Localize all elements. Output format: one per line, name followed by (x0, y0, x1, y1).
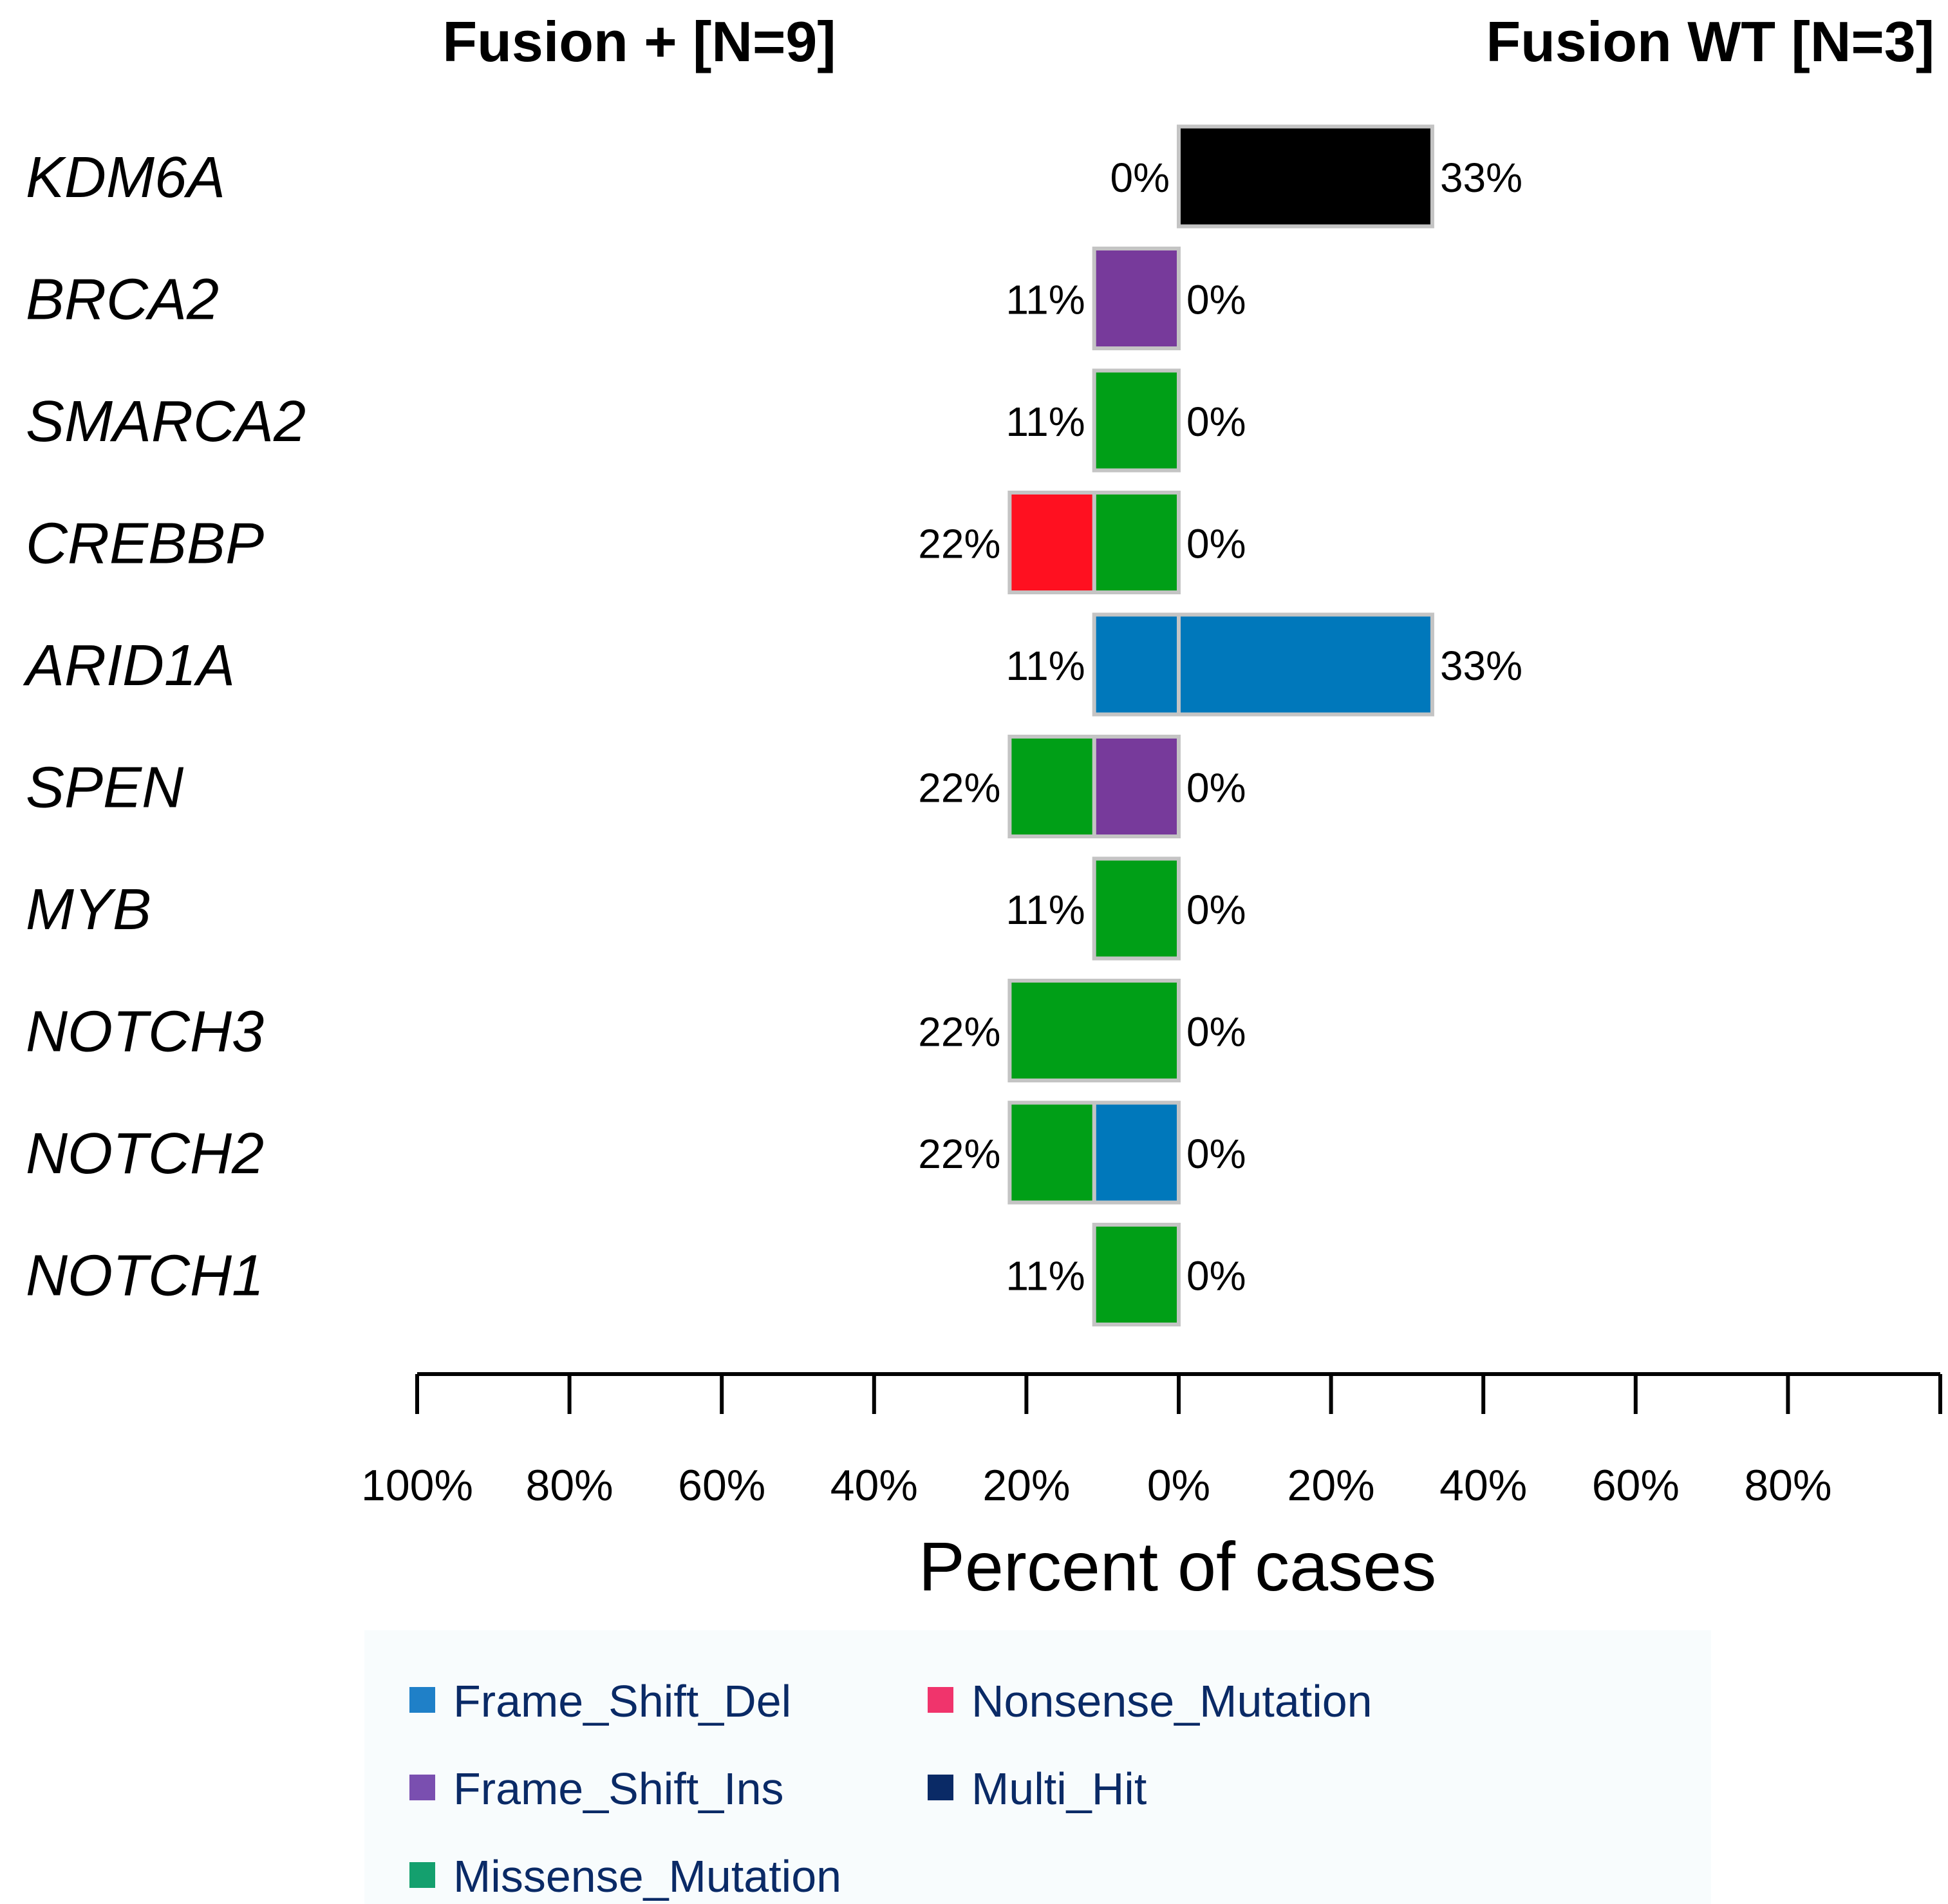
legend-label: Multi_Hit (971, 1764, 1147, 1814)
legend-item-frame_shift_del: Frame_Shift_Del (409, 1676, 791, 1726)
x-tick-label: 40% (1439, 1461, 1527, 1510)
right-percent-label: 0% (1186, 1253, 1246, 1299)
right-percent-label: 0% (1186, 277, 1246, 323)
bar-left-nonsense_mutation (1007, 491, 1096, 594)
x-tick-label: 100% (361, 1461, 473, 1510)
left-percent-label: 0% (1110, 155, 1170, 201)
gene-label: ARID1A (23, 634, 235, 698)
bar-right-frame_shift_del (1177, 612, 1434, 717)
legend-item-missense_mutation: Missense_Mutation (409, 1851, 841, 1901)
left-percent-label: 11% (1006, 1253, 1085, 1299)
gene-row-smarca2: SMARCA2 11% 0% (26, 368, 1246, 473)
gene-row-crebbp: CREBBP 22% 0% (26, 491, 1246, 594)
left-group-title: Fusion + [N=9] (442, 10, 836, 73)
gene-row-notch3: NOTCH3 22% 0% (26, 979, 1246, 1082)
gene-row-notch1: NOTCH1 11% 0% (26, 1223, 1246, 1326)
bar-left-frame_shift_ins (1092, 735, 1181, 838)
x-tick-label: 80% (526, 1461, 613, 1510)
left-percent-label: 11% (1006, 887, 1085, 933)
x-tick-label: 80% (1744, 1461, 1831, 1510)
legend-label: Frame_Shift_Ins (453, 1764, 784, 1814)
bar-left-missense_mutation (1007, 735, 1096, 838)
bar-left-missense_mutation (1092, 1223, 1181, 1326)
legend-swatch (928, 1775, 953, 1800)
right-percent-label: 0% (1186, 1131, 1246, 1177)
bar-left-missense_mutation (1007, 1100, 1096, 1205)
right-percent-label: 0% (1186, 399, 1246, 445)
left-percent-label: 22% (918, 521, 1000, 567)
bar-left-missense_mutation (1092, 491, 1181, 594)
legend-swatch (409, 1862, 435, 1888)
gene-row-brca2: BRCA2 11% 0% (26, 247, 1246, 350)
x-tick-label: 60% (678, 1461, 765, 1510)
right-percent-label: 33% (1440, 643, 1522, 689)
gene-label: NOTCH2 (26, 1122, 264, 1186)
left-percent-label: 11% (1006, 277, 1085, 323)
x-tick-label: 20% (982, 1461, 1070, 1510)
gene-label: SMARCA2 (26, 390, 306, 454)
bar-left-missense_mutation (1007, 979, 1181, 1082)
right-percent-label: 0% (1186, 1009, 1246, 1055)
right-percent-label: 0% (1186, 887, 1246, 933)
gene-label: SPEN (26, 756, 184, 820)
bar-left-missense_mutation (1092, 368, 1181, 473)
left-percent-label: 11% (1006, 399, 1085, 445)
legend-item-nonsense_mutation: Nonsense_Mutation (928, 1676, 1372, 1726)
legend-swatch (928, 1687, 953, 1713)
right-group-title: Fusion WT [N=3] (1486, 10, 1934, 73)
bar-right-multi_hit (1177, 124, 1434, 229)
legend-label: Nonsense_Mutation (971, 1676, 1372, 1726)
gene-row-arid1a: ARID1A 11% 33% (23, 612, 1522, 717)
x-tick-label: 20% (1288, 1461, 1375, 1510)
gene-row-myb: MYB 11% 0% (26, 856, 1246, 961)
legend-label: Frame_Shift_Del (453, 1676, 791, 1726)
right-percent-label: 0% (1186, 521, 1246, 567)
legend-item-multi_hit: Multi_Hit (928, 1764, 1147, 1814)
legend-swatch (409, 1687, 435, 1713)
gene-label: BRCA2 (26, 268, 219, 332)
gene-label: NOTCH1 (26, 1244, 264, 1308)
gene-row-kdm6a: KDM6A 0% 33% (26, 124, 1522, 229)
x-tick-label: 40% (830, 1461, 918, 1510)
gene-label: CREBBP (26, 512, 264, 576)
bar-left-frame_shift_ins (1092, 247, 1181, 350)
x-tick-label: 0% (1147, 1461, 1210, 1510)
x-tick-label: 60% (1592, 1461, 1680, 1510)
gene-label: KDM6A (26, 146, 225, 210)
right-percent-label: 33% (1440, 155, 1522, 201)
x-axis-title: Percent of cases (919, 1527, 1436, 1605)
legend-item-frame_shift_ins: Frame_Shift_Ins (409, 1764, 784, 1814)
legend-label: Missense_Mutation (453, 1851, 841, 1901)
left-percent-label: 11% (1006, 643, 1085, 689)
gene-label: NOTCH3 (26, 1000, 264, 1064)
gene-row-spen: SPEN 22% 0% (26, 735, 1246, 838)
gene-label: MYB (26, 878, 151, 942)
right-percent-label: 0% (1186, 765, 1246, 811)
left-percent-label: 22% (918, 1131, 1000, 1177)
gene-row-notch2: NOTCH2 22% 0% (26, 1100, 1246, 1205)
bar-left-frame_shift_del (1092, 1100, 1181, 1205)
bar-left-missense_mutation (1092, 856, 1181, 961)
legend-swatch (409, 1775, 435, 1800)
legend-box (364, 1630, 1711, 1904)
left-percent-label: 22% (918, 1009, 1000, 1055)
bar-left-frame_shift_del (1092, 612, 1181, 717)
left-percent-label: 22% (918, 765, 1000, 811)
